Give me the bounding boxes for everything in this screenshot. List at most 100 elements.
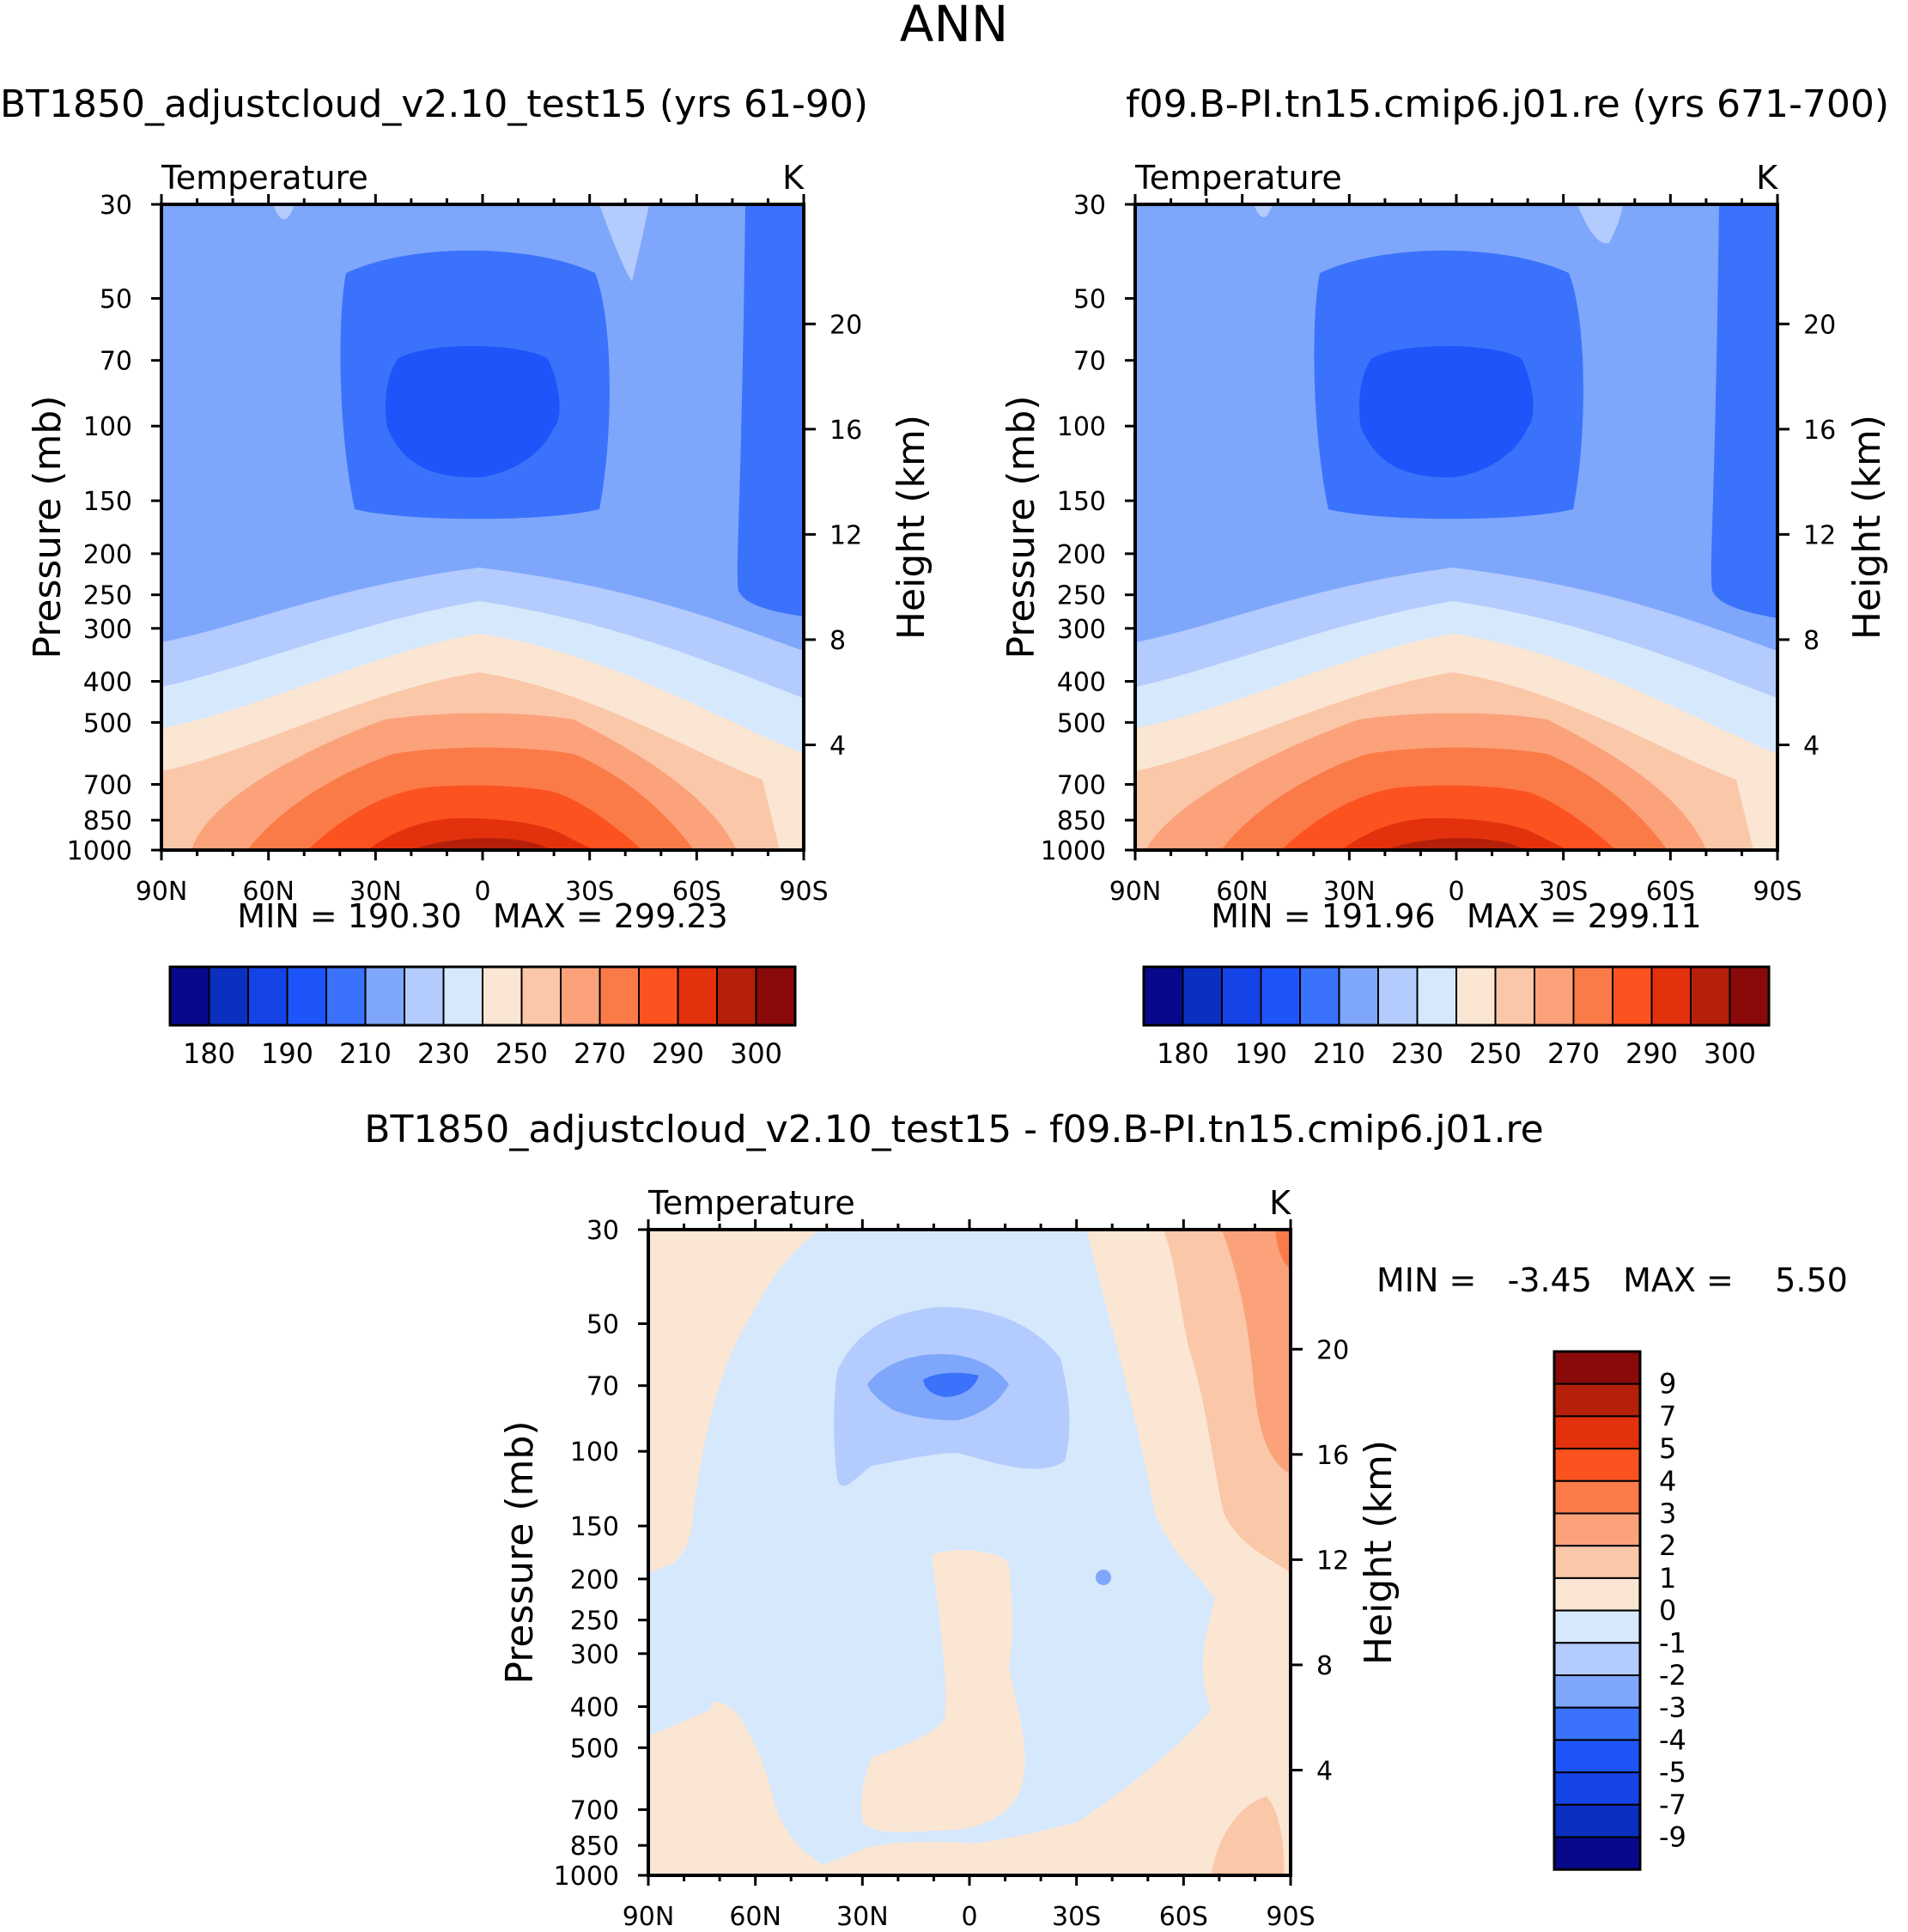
y-tick-label: 700 [83, 771, 132, 801]
axis-labels: 90N 60N 30N 0 30S 60S 90S 30 50 70 100 150 200 250 300… [1041, 191, 1837, 907]
panel-control: BT1850_adjustcloud_v2.10_test15 (yrs 61-… [0, 82, 933, 1070]
colorbar-swatch [1299, 966, 1340, 1026]
plot-variable-label: Temperature [647, 1184, 855, 1222]
colorbar-swatch [1553, 1609, 1641, 1644]
y-tick-label: 250 [570, 1607, 619, 1637]
x-tick-label: 30S [565, 877, 614, 907]
y-tick-label: 30 [100, 191, 132, 221]
colorbar-swatch [1260, 966, 1301, 1026]
y2-axis-title: Height (km) [1845, 415, 1889, 640]
panel-reference: f09.B-PI.tn15.cmip6.j01.re (yrs 671-700)… [1000, 82, 1889, 1070]
contour-fill-band [1358, 346, 1534, 477]
x-tick-label: 60N [729, 1902, 781, 1932]
x-tick-label: 90N [623, 1902, 675, 1932]
y-tick-label: 50 [100, 285, 132, 315]
contour-fill-band [1096, 1570, 1111, 1585]
colorbar-label: 270 [574, 1037, 626, 1070]
colorbar-swatch [1612, 966, 1653, 1026]
colorbar-label: 250 [495, 1037, 548, 1070]
colorbar-label: -9 [1659, 1821, 1686, 1854]
colorbar-label: 210 [339, 1037, 392, 1070]
contour-field [161, 204, 804, 850]
colorbar-label: 290 [1625, 1037, 1678, 1070]
y-tick-label: 1000 [554, 1862, 619, 1892]
axis-labels: 90N 60N 30N 0 30S 60S 90S 30 50 70 100 150 200 250 300… [67, 191, 863, 907]
colorbar-swatch [404, 966, 445, 1026]
colorbar-label: 180 [1157, 1037, 1209, 1070]
y-tick-label: 150 [83, 487, 132, 517]
colorbar-label: 180 [183, 1037, 235, 1070]
contour-fill-band [385, 346, 560, 477]
colorbar-swatch [1553, 1706, 1641, 1741]
y-tick-label: 1000 [1041, 836, 1106, 866]
y2-tick-label: 20 [1316, 1335, 1349, 1365]
contour-fill-band [273, 204, 649, 282]
colorbar-label: 250 [1469, 1037, 1522, 1070]
contour-fill-band [648, 1230, 1215, 1875]
colorbar: 180 190 210 230 250 270 290 300 [1142, 965, 1771, 1070]
colorbar-label: 210 [1313, 1037, 1365, 1070]
colorbar-swatch [1729, 966, 1770, 1026]
colorbar-swatch [1553, 1351, 1641, 1385]
colorbar-label: -7 [1659, 1789, 1686, 1821]
plot-units-label: K [1269, 1184, 1291, 1222]
panel-title: BT1850_adjustcloud_v2.10_test15 - f09.B-… [364, 1108, 1543, 1151]
x-tick-label: 30N [836, 1902, 889, 1932]
axis-ticks [638, 1219, 1303, 1886]
colorbar-swatch [1572, 966, 1613, 1026]
colorbar-swatch [169, 966, 210, 1026]
colorbar-swatch [286, 966, 327, 1026]
colorbar-swatch [1143, 966, 1184, 1026]
colorbar-label: 230 [1391, 1037, 1443, 1070]
y-axis-title: Pressure (mb) [498, 1421, 542, 1685]
colorbar-label: 5 [1659, 1432, 1676, 1465]
colorbar-swatch [1553, 1771, 1641, 1806]
y-tick-label: 850 [83, 806, 132, 836]
plot-variable-label: Temperature [1134, 159, 1342, 197]
colorbar-label: 290 [652, 1037, 704, 1070]
y-tick-label: 700 [570, 1796, 619, 1826]
colorbar-swatch [1690, 966, 1731, 1026]
y-tick-label: 700 [1057, 771, 1106, 801]
x-tick-label: 30S [1539, 877, 1588, 907]
colorbar-label: 190 [261, 1037, 313, 1070]
colorbar-swatch [1553, 1448, 1641, 1482]
colorbar-swatch [1377, 966, 1419, 1026]
contour-fill-band [1341, 817, 1569, 850]
x-tick-label: 30S [1052, 1902, 1101, 1932]
colorbar-label: -3 [1659, 1692, 1686, 1724]
y-tick-label: 200 [83, 540, 132, 570]
colorbar-swatch [325, 966, 367, 1026]
axis-ticks [151, 194, 816, 860]
plot-units-label: K [1756, 159, 1778, 197]
colorbar-swatch [247, 966, 289, 1026]
colorbar-label: -2 [1659, 1659, 1686, 1692]
colorbar-swatch [1553, 1577, 1641, 1612]
y-tick-label: 100 [570, 1437, 619, 1467]
x-tick-label: 60N [1216, 877, 1268, 907]
plot-units-label: K [782, 159, 805, 197]
y2-tick-label: 8 [1803, 626, 1820, 656]
y2-tick-label: 16 [1316, 1441, 1349, 1471]
contour-fill-band [706, 1701, 846, 1875]
contour-field [1135, 204, 1777, 850]
y-tick-label: 400 [1057, 667, 1106, 697]
colorbar-swatch [1553, 1415, 1641, 1450]
x-tick-label: 0 [1448, 877, 1464, 907]
y-tick-label: 70 [100, 347, 132, 377]
colorbar-swatch [677, 966, 718, 1026]
colorbar-swatch [1221, 966, 1262, 1026]
contour-field [648, 1230, 1291, 1875]
colorbar-swatch [364, 966, 405, 1026]
colorbar-swatch [442, 966, 483, 1026]
y2-tick-label: 16 [1803, 416, 1836, 446]
y2-axis-title: Height (km) [1357, 1440, 1401, 1665]
y-tick-label: 500 [570, 1734, 619, 1764]
colorbar-label: 7 [1659, 1400, 1676, 1432]
y2-tick-label: 4 [829, 731, 846, 761]
y-axis-title: Pressure (mb) [26, 396, 70, 659]
x-tick-label: 0 [961, 1902, 977, 1932]
contour-fill-band [1275, 1230, 1291, 1268]
y-tick-label: 150 [570, 1512, 619, 1542]
